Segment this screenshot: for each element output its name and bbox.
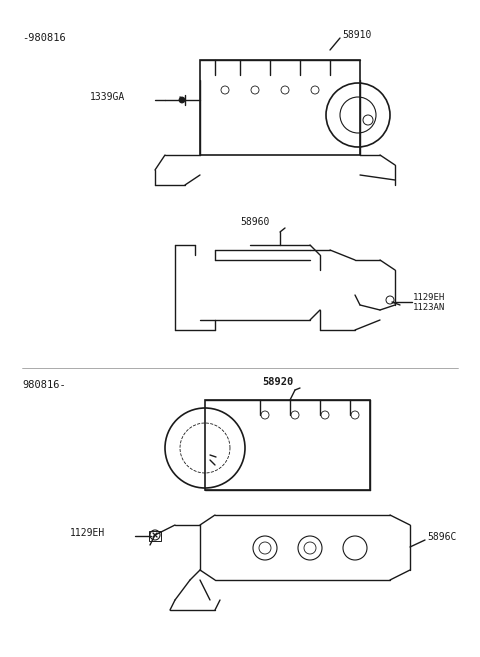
Text: 5896C: 5896C [427,532,456,542]
Text: 1123AN: 1123AN [413,304,445,313]
Text: 58910: 58910 [342,30,372,40]
Text: 1129EH: 1129EH [413,294,445,302]
Text: -980816: -980816 [22,33,66,43]
Text: 1129EH: 1129EH [70,528,105,538]
Bar [205,400,370,490]
Text: 1339GA: 1339GA [90,92,125,102]
Text: 980816-: 980816- [22,380,66,390]
Bar [149,531,161,541]
Text: 58960: 58960 [240,217,269,227]
Bar [200,60,360,155]
Circle shape [179,97,185,103]
Text: 58920: 58920 [262,377,293,387]
